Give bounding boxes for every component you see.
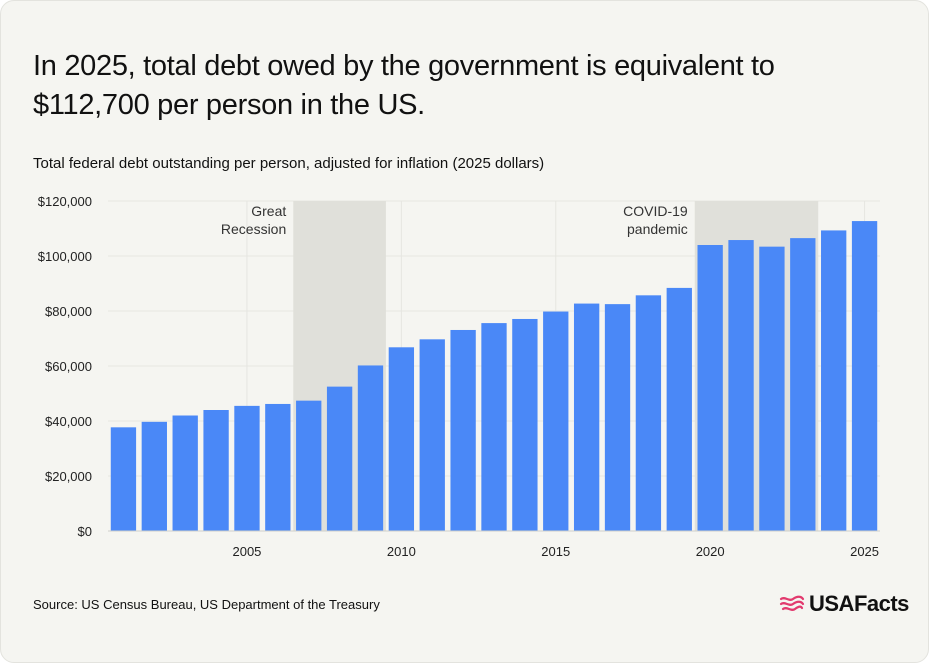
y-tick-label: $0 bbox=[78, 524, 92, 539]
annotation-label: COVID-19 bbox=[623, 203, 688, 219]
bar-2005 bbox=[234, 405, 260, 531]
bar-2021 bbox=[728, 240, 754, 532]
x-tick-label: 2020 bbox=[696, 544, 725, 559]
y-tick-label: $80,000 bbox=[45, 304, 92, 319]
x-tick-label: 2010 bbox=[387, 544, 416, 559]
bar-chart: Great Recession COVID-19 pandemic $0 $20,000 $… bbox=[38, 194, 880, 559]
usa-flag-icon bbox=[779, 595, 805, 611]
annotation-label: Great bbox=[251, 203, 286, 219]
y-tick-label: $100,000 bbox=[38, 249, 92, 264]
bar-2004 bbox=[203, 410, 229, 531]
y-tick-label: $120,000 bbox=[38, 194, 92, 209]
chart-title: In 2025, total debt owed by the governme… bbox=[33, 50, 775, 121]
logo-wordmark: USAFacts bbox=[809, 591, 909, 616]
bar-2020 bbox=[697, 245, 723, 531]
bar-2001 bbox=[110, 427, 137, 531]
bar-2012 bbox=[450, 329, 476, 531]
bar-2025 bbox=[851, 221, 878, 531]
y-tick-label: $60,000 bbox=[45, 359, 92, 374]
bar-2015 bbox=[543, 311, 569, 531]
bar-2003 bbox=[172, 415, 198, 531]
bar-2011 bbox=[419, 339, 445, 531]
annotation-label: pandemic bbox=[627, 221, 688, 237]
bar-2002 bbox=[141, 421, 167, 531]
bar-2007 bbox=[296, 400, 322, 531]
y-tick-label: $40,000 bbox=[45, 414, 92, 429]
bar-2018 bbox=[635, 295, 662, 531]
bar-2017 bbox=[604, 304, 631, 531]
x-tick-label: 2005 bbox=[232, 544, 261, 559]
bar-2024 bbox=[821, 230, 847, 532]
source-note: Source: US Census Bureau, US Department … bbox=[33, 597, 380, 612]
bar-2006 bbox=[265, 403, 291, 531]
chart-subtitle: Total federal debt outstanding per perso… bbox=[33, 155, 545, 172]
bar-2019 bbox=[666, 287, 692, 531]
annotation-label: Recession bbox=[221, 221, 286, 237]
bar-2013 bbox=[481, 323, 507, 531]
bar-2016 bbox=[573, 303, 600, 531]
bar-2014 bbox=[512, 318, 538, 531]
bar-2010 bbox=[388, 347, 415, 531]
x-tick-label: 2025 bbox=[850, 544, 879, 559]
x-tick-label: 2015 bbox=[541, 544, 570, 559]
y-tick-label: $20,000 bbox=[45, 469, 92, 484]
bar-2008 bbox=[326, 386, 353, 531]
bar-2022 bbox=[759, 246, 785, 531]
bar-2023 bbox=[790, 238, 816, 531]
usafacts-logo: USAFacts bbox=[779, 591, 909, 617]
bar-2009 bbox=[357, 365, 384, 531]
